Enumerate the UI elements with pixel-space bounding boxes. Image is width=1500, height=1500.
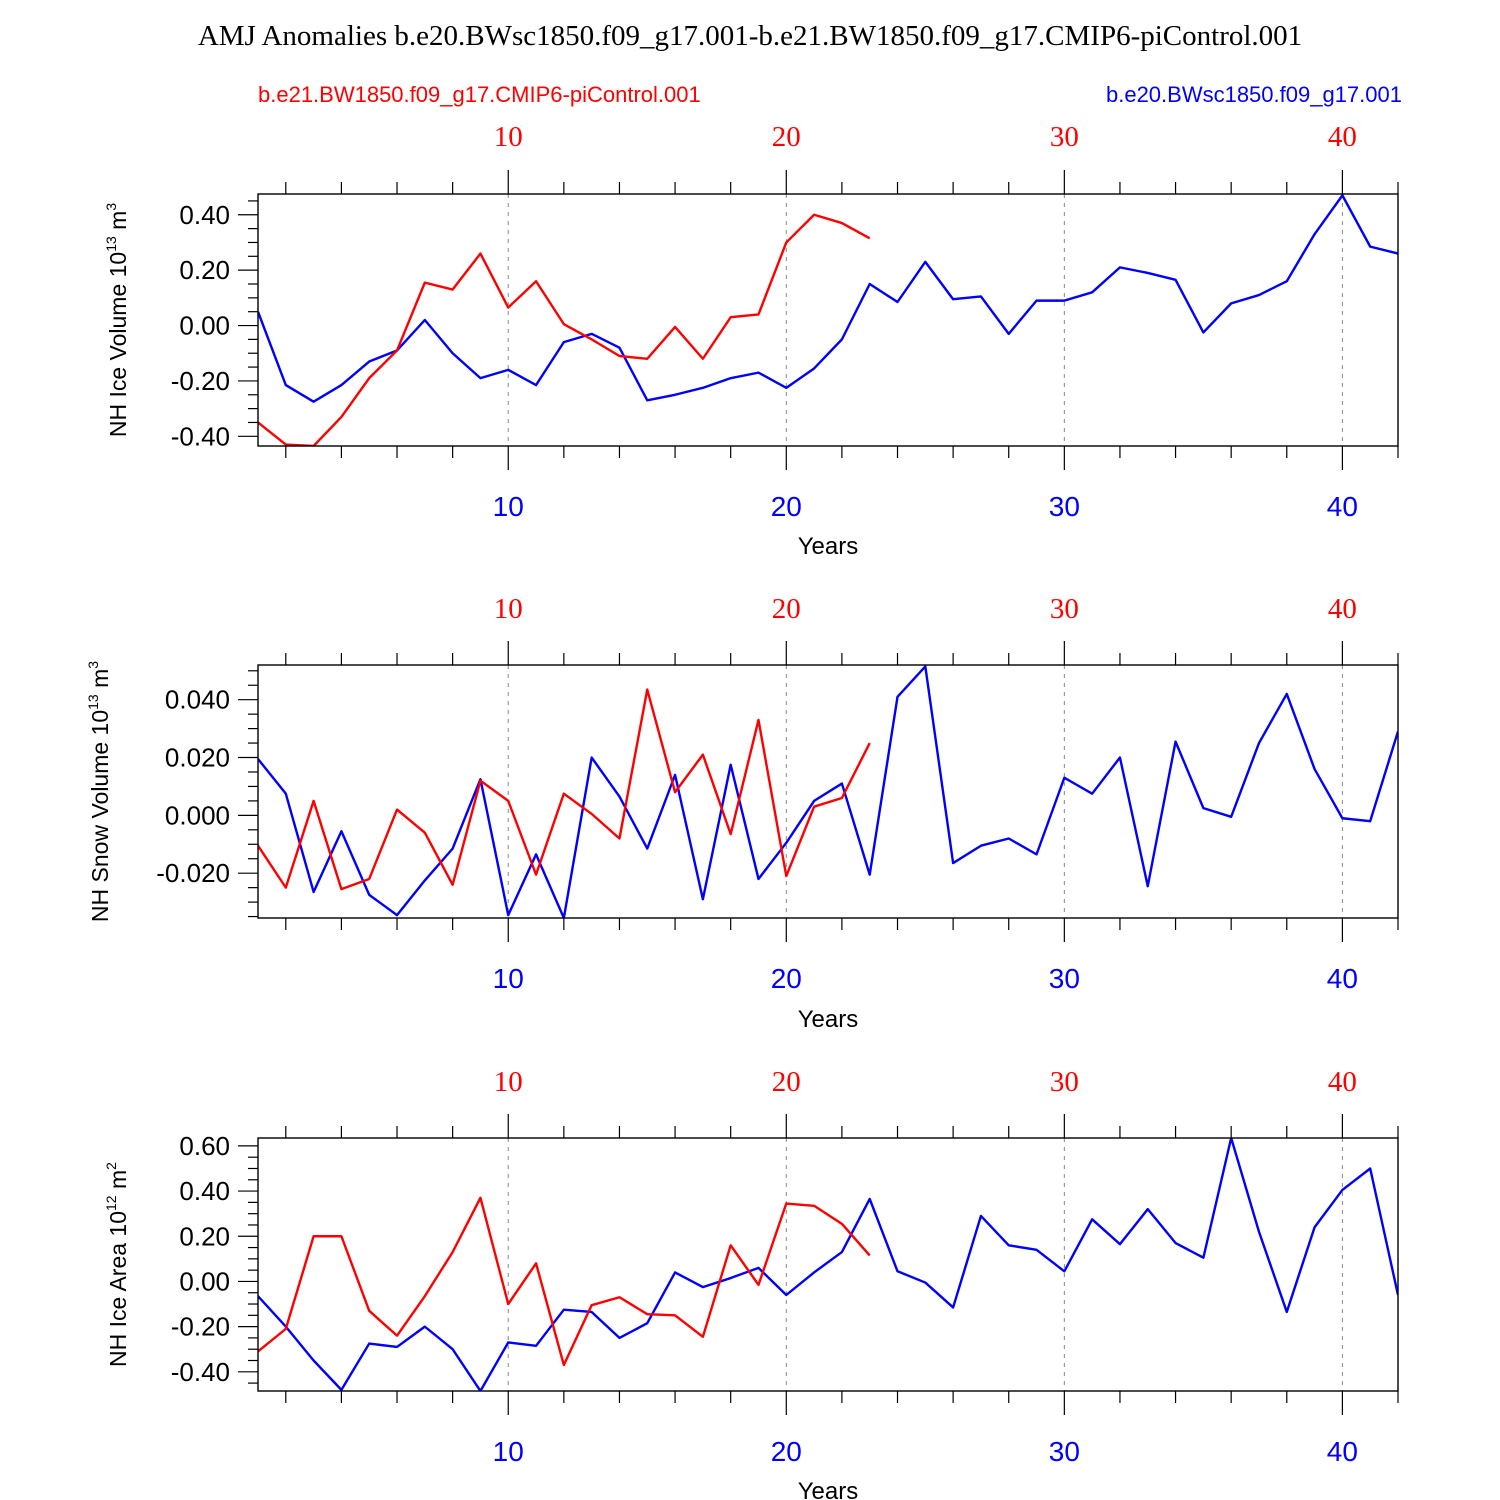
y-tick-label: 0.020 — [165, 743, 230, 773]
bottom-x-tick-label: 30 — [1049, 963, 1080, 994]
y-tick-label: 0.20 — [179, 255, 230, 285]
y-axis-label: NH Ice Area 1012 m2 — [103, 1162, 131, 1367]
top-x-tick-label: 30 — [1050, 121, 1079, 153]
y-tick-label: 0.40 — [179, 1176, 230, 1206]
series-line-control — [258, 213, 871, 446]
top-x-tick-label: 40 — [1328, 1066, 1357, 1098]
panel-2: -0.020 0.000 0.020 0.040 10 10 20 20 30 30 40 40 Yea… — [85, 593, 1399, 1033]
top-x-tick-label: 30 — [1050, 1066, 1079, 1098]
bottom-x-tick-label: 40 — [1327, 491, 1358, 522]
plot-frame — [257, 1137, 1399, 1392]
y-tick-label: -0.20 — [171, 366, 230, 396]
y-tick-label: -0.40 — [171, 1357, 230, 1387]
top-x-tick-label: 10 — [494, 121, 523, 153]
y-tick-label: 0.00 — [179, 1266, 230, 1296]
top-x-tick-label: 10 — [494, 1066, 523, 1098]
legend-control: b.e21.BW1850.f09_g17.CMIP6-piControl.001 — [258, 82, 701, 107]
panel-3: -0.40 -0.20 0.00 0.20 0.40 0.60 10 10 20 20 30 30 40… — [103, 1066, 1399, 1500]
series-line-experiment — [258, 665, 1398, 918]
panel-1: -0.40 -0.20 0.00 0.20 0.40 10 10 20 20 30 30 40 40 Ye… — [103, 121, 1399, 560]
bottom-x-tick-label: 20 — [771, 1436, 802, 1467]
bottom-x-tick-label: 20 — [771, 491, 802, 522]
series-line-experiment — [258, 194, 1398, 403]
y-axis-label: NH Snow Volume 1013 m3 — [85, 661, 113, 922]
top-x-tick-label: 40 — [1328, 593, 1357, 625]
plot-frame — [257, 664, 1399, 919]
y-tick-label: 0.040 — [165, 685, 230, 715]
series-line-control — [258, 1196, 871, 1367]
x-axis-label: Years — [798, 1478, 859, 1500]
y-tick-label: 0.40 — [179, 200, 230, 230]
top-x-tick-label: 20 — [772, 121, 801, 153]
y-tick-label: 0.20 — [179, 1221, 230, 1251]
panels: -0.40 -0.20 0.00 0.20 0.40 10 10 20 20 30 30 40 40 Ye… — [85, 121, 1399, 1500]
bottom-x-tick-label: 40 — [1327, 963, 1358, 994]
top-x-tick-label: 20 — [772, 1066, 801, 1098]
series-line-control — [258, 688, 871, 891]
x-axis-label: Years — [798, 533, 859, 560]
y-tick-label: -0.40 — [171, 421, 230, 451]
bottom-x-tick-label: 40 — [1327, 1436, 1358, 1467]
legend-experiment: b.e20.BWsc1850.f09_g17.001 — [1106, 82, 1402, 107]
chart-title: AMJ Anomalies b.e20.BWsc1850.f09_g17.001… — [198, 20, 1302, 52]
top-x-tick-label: 10 — [494, 593, 523, 625]
y-tick-label: -0.020 — [156, 858, 230, 888]
bottom-x-tick-label: 20 — [771, 963, 802, 994]
bottom-x-tick-label: 10 — [493, 491, 524, 522]
top-x-tick-label: 30 — [1050, 593, 1079, 625]
series-line-experiment — [258, 1138, 1398, 1391]
bottom-x-tick-label: 10 — [493, 1436, 524, 1467]
y-tick-label: -0.20 — [171, 1312, 230, 1342]
y-axis-label: NH Ice Volume 1013 m3 — [103, 203, 131, 438]
y-tick-label: 0.60 — [179, 1131, 230, 1161]
bottom-x-tick-label: 10 — [493, 963, 524, 994]
x-axis-label: Years — [798, 1006, 859, 1033]
y-tick-label: 0.000 — [165, 800, 230, 830]
bottom-x-tick-label: 30 — [1049, 491, 1080, 522]
plot-frame — [257, 193, 1399, 447]
y-tick-label: 0.00 — [179, 311, 230, 341]
bottom-x-tick-label: 30 — [1049, 1436, 1080, 1467]
top-x-tick-label: 20 — [772, 593, 801, 625]
top-x-tick-label: 40 — [1328, 121, 1357, 153]
